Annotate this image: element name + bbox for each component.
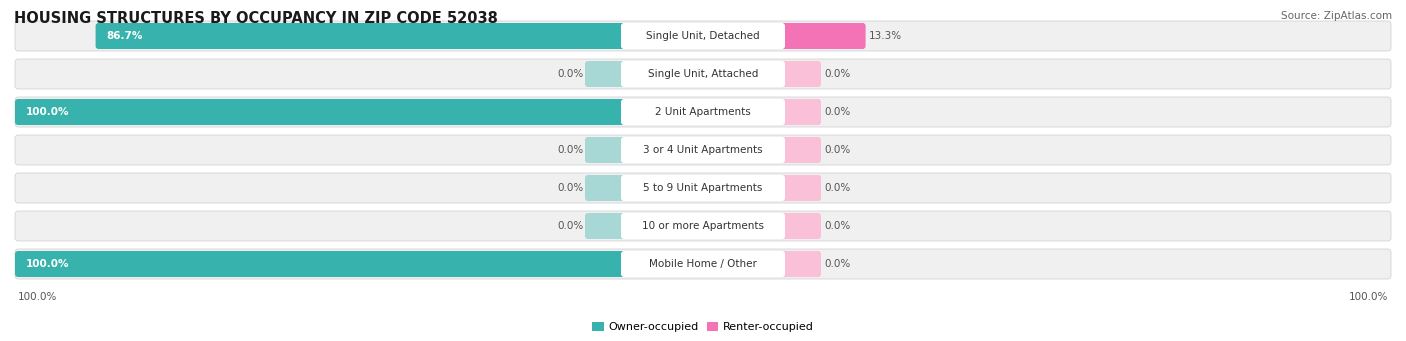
FancyBboxPatch shape	[621, 61, 785, 87]
Text: Single Unit, Detached: Single Unit, Detached	[647, 31, 759, 41]
Text: 0.0%: 0.0%	[558, 69, 583, 79]
FancyBboxPatch shape	[621, 137, 785, 163]
Text: 100.0%: 100.0%	[18, 292, 58, 302]
Text: 0.0%: 0.0%	[558, 145, 583, 155]
Text: 0.0%: 0.0%	[824, 221, 851, 231]
FancyBboxPatch shape	[15, 59, 1391, 89]
Text: 100.0%: 100.0%	[1348, 292, 1388, 302]
FancyBboxPatch shape	[621, 23, 785, 49]
FancyBboxPatch shape	[15, 249, 1391, 279]
Text: 0.0%: 0.0%	[824, 259, 851, 269]
Legend: Owner-occupied, Renter-occupied: Owner-occupied, Renter-occupied	[592, 322, 814, 332]
FancyBboxPatch shape	[621, 251, 785, 277]
FancyBboxPatch shape	[96, 23, 627, 49]
Text: 86.7%: 86.7%	[107, 31, 143, 41]
FancyBboxPatch shape	[15, 251, 627, 277]
Text: 0.0%: 0.0%	[558, 221, 583, 231]
Text: 5 to 9 Unit Apartments: 5 to 9 Unit Apartments	[644, 183, 762, 193]
Text: 0.0%: 0.0%	[824, 107, 851, 117]
FancyBboxPatch shape	[779, 251, 821, 277]
FancyBboxPatch shape	[779, 213, 821, 239]
Text: 0.0%: 0.0%	[824, 69, 851, 79]
FancyBboxPatch shape	[15, 135, 1391, 165]
FancyBboxPatch shape	[15, 21, 1391, 51]
FancyBboxPatch shape	[779, 61, 821, 87]
FancyBboxPatch shape	[585, 61, 627, 87]
FancyBboxPatch shape	[779, 137, 821, 163]
FancyBboxPatch shape	[621, 213, 785, 239]
Text: 10 or more Apartments: 10 or more Apartments	[643, 221, 763, 231]
FancyBboxPatch shape	[779, 99, 821, 125]
FancyBboxPatch shape	[585, 213, 627, 239]
FancyBboxPatch shape	[15, 99, 627, 125]
FancyBboxPatch shape	[585, 175, 627, 201]
Text: Source: ZipAtlas.com: Source: ZipAtlas.com	[1281, 11, 1392, 21]
FancyBboxPatch shape	[779, 23, 866, 49]
FancyBboxPatch shape	[779, 175, 821, 201]
FancyBboxPatch shape	[15, 97, 1391, 127]
Text: 0.0%: 0.0%	[558, 183, 583, 193]
Text: 3 or 4 Unit Apartments: 3 or 4 Unit Apartments	[643, 145, 763, 155]
FancyBboxPatch shape	[585, 137, 627, 163]
Text: Mobile Home / Other: Mobile Home / Other	[650, 259, 756, 269]
Text: 2 Unit Apartments: 2 Unit Apartments	[655, 107, 751, 117]
Text: HOUSING STRUCTURES BY OCCUPANCY IN ZIP CODE 52038: HOUSING STRUCTURES BY OCCUPANCY IN ZIP C…	[14, 11, 498, 26]
Text: 100.0%: 100.0%	[25, 107, 69, 117]
Text: 0.0%: 0.0%	[824, 145, 851, 155]
Text: 13.3%: 13.3%	[869, 31, 901, 41]
FancyBboxPatch shape	[15, 211, 1391, 241]
FancyBboxPatch shape	[15, 173, 1391, 203]
Text: 0.0%: 0.0%	[824, 183, 851, 193]
Text: 100.0%: 100.0%	[25, 259, 69, 269]
FancyBboxPatch shape	[621, 175, 785, 201]
FancyBboxPatch shape	[621, 99, 785, 125]
Text: Single Unit, Attached: Single Unit, Attached	[648, 69, 758, 79]
